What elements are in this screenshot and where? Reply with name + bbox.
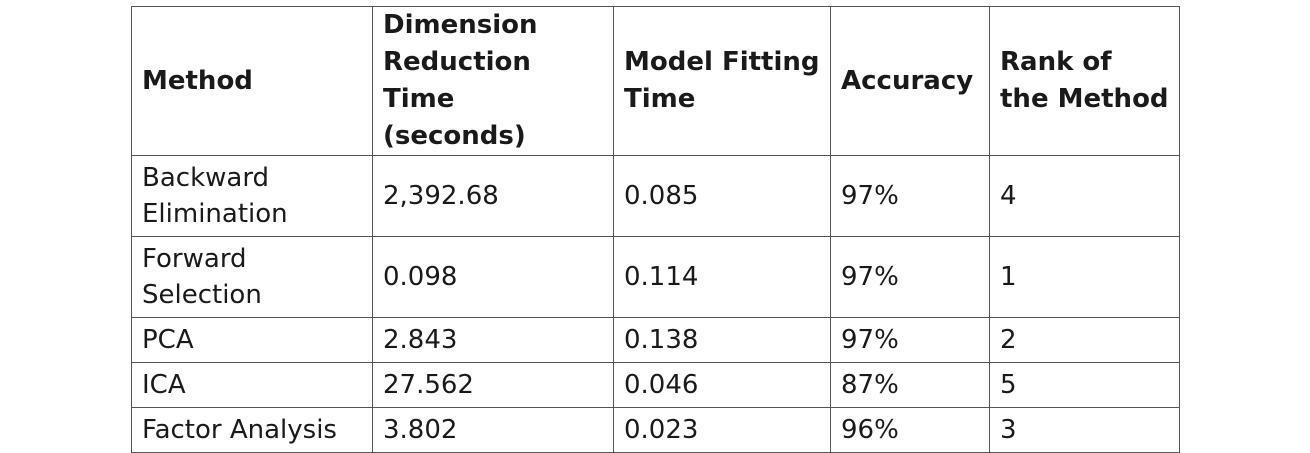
cell-method: Forward Selection (131, 236, 373, 318)
cell-dimension-reduction-time: 0.098 (372, 236, 614, 318)
cell-rank: 5 (989, 362, 1180, 408)
cell-rank: 1 (989, 236, 1180, 318)
table-row: Forward Selection 0.098 0.114 97% 1 (131, 236, 1180, 318)
table-row: Backward Elimination 2,392.68 0.085 97% … (131, 155, 1180, 237)
cell-model-fitting-time: 0.114 (613, 236, 831, 318)
header-method: Method (131, 6, 373, 156)
cell-method: Backward Elimination (131, 155, 373, 237)
cell-method: ICA (131, 362, 373, 408)
cell-accuracy: 97% (830, 236, 990, 318)
table-row: ICA 27.562 0.046 87% 5 (131, 362, 1180, 408)
table-row: PCA 2.843 0.138 97% 2 (131, 317, 1180, 363)
header-accuracy: Accuracy (830, 6, 990, 156)
cell-accuracy: 87% (830, 362, 990, 408)
cell-dimension-reduction-time: 2.843 (372, 317, 614, 363)
header-rank: Rank of the Method (989, 6, 1180, 156)
cell-method: Factor Analysis (131, 407, 373, 453)
cell-accuracy: 96% (830, 407, 990, 453)
table-row: Factor Analysis 3.802 0.023 96% 3 (131, 407, 1180, 453)
cell-model-fitting-time: 0.046 (613, 362, 831, 408)
cell-rank: 2 (989, 317, 1180, 363)
cell-model-fitting-time: 0.085 (613, 155, 831, 237)
header-row: Method Dimension Reduction Time (seconds… (131, 6, 1180, 156)
cell-accuracy: 97% (830, 317, 990, 363)
cell-method: PCA (131, 317, 373, 363)
header-dimension-reduction-time: Dimension Reduction Time (seconds) (372, 6, 614, 156)
cell-model-fitting-time: 0.138 (613, 317, 831, 363)
cell-dimension-reduction-time: 2,392.68 (372, 155, 614, 237)
cell-model-fitting-time: 0.023 (613, 407, 831, 453)
header-model-fitting-time: Model Fitting Time (613, 6, 831, 156)
cell-rank: 3 (989, 407, 1180, 453)
cell-dimension-reduction-time: 27.562 (372, 362, 614, 408)
cell-rank: 4 (989, 155, 1180, 237)
comparison-table: Method Dimension Reduction Time (seconds… (131, 6, 1180, 453)
cell-accuracy: 97% (830, 155, 990, 237)
cell-dimension-reduction-time: 3.802 (372, 407, 614, 453)
